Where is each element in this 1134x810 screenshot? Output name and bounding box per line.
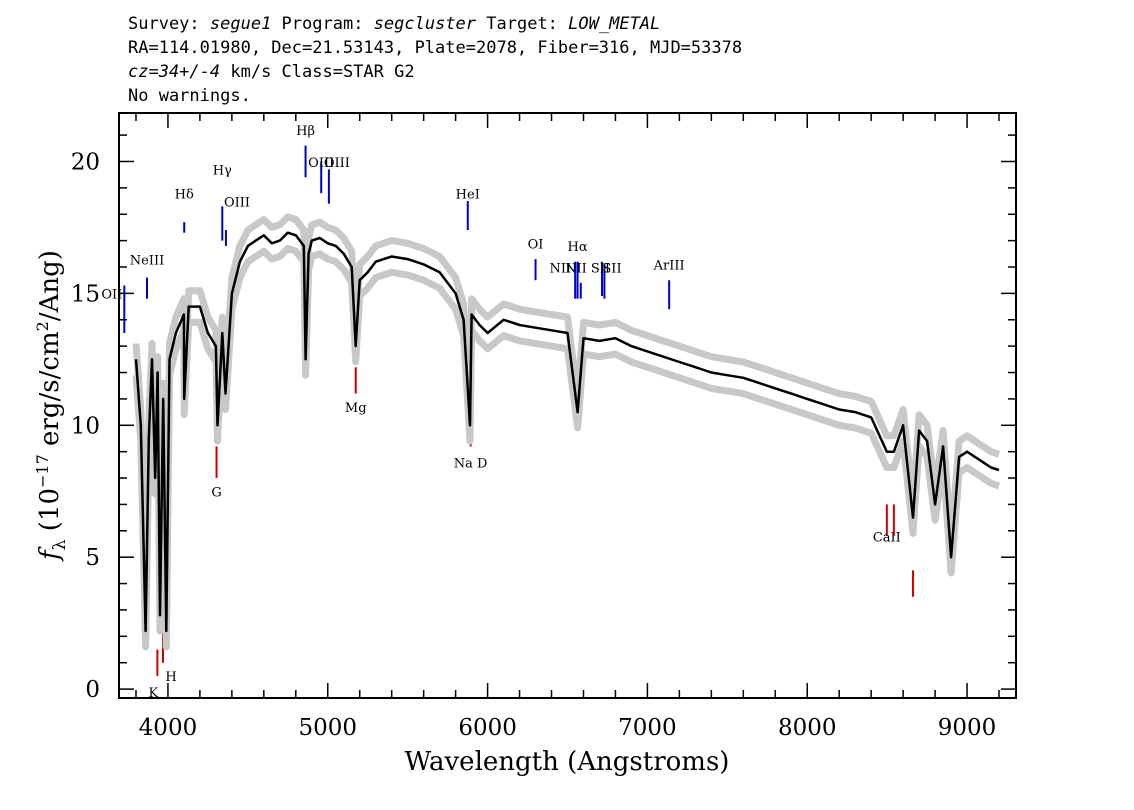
x-tick-label: 8000 <box>778 715 837 741</box>
emission-line-label: OIII <box>308 156 334 171</box>
x-tick-label: 7000 <box>618 715 677 741</box>
emission-line-label: Hγ <box>213 164 232 179</box>
header-line-warnings: No warnings. <box>128 86 251 106</box>
x-tick-label: 5000 <box>298 715 357 741</box>
program-label: Program: <box>271 14 374 34</box>
y-axis-title-lambda: λ <box>50 539 70 550</box>
emission-line-label: OII <box>101 288 122 303</box>
y-tick-label: 5 <box>85 545 100 571</box>
absorption-line-label: G <box>211 486 221 501</box>
emission-line-label: ArIII <box>653 259 685 274</box>
emission-line-label: HeI <box>456 187 480 202</box>
survey-label: Survey: <box>128 14 210 34</box>
y-tick-label: 0 <box>85 677 100 703</box>
absorption-line-label: H <box>165 670 176 685</box>
x-tick-label: 4000 <box>139 715 198 741</box>
absorption-line-label: Na D <box>454 456 488 471</box>
header-line-survey: Survey: segue1 Program: segcluster Targe… <box>128 12 1028 36</box>
flux-layer <box>134 231 1000 633</box>
emission-line-label: OIII <box>224 195 250 210</box>
header-line-coordinates: RA=114.01980, Dec=21.53143, Plate=2078, … <box>128 38 743 58</box>
y-axis-title-unit: (10 <box>35 488 65 540</box>
survey-value: segue1 <box>209 14 272 34</box>
plot-frame <box>118 112 1017 699</box>
header-line-redshift: cz=34+/-4 km/s Class=STAR G2 <box>128 60 1028 84</box>
emission-line-label: NeIII <box>130 253 164 268</box>
x-axis-title: Wavelength (Angstroms) <box>405 747 730 777</box>
emission-line-label: OIII <box>324 156 350 171</box>
error-band-upper <box>132 213 1001 619</box>
y-axis-title-square: 2 <box>33 321 52 331</box>
emission-line-label: Hβ <box>296 124 315 139</box>
y-tick-label: 15 <box>71 281 100 307</box>
class-text: km/s Class=STAR G2 <box>220 62 415 82</box>
absorption-line-label: Mg <box>345 401 367 416</box>
target-label: Target: <box>476 14 569 34</box>
emission-line-label: OI <box>528 238 544 253</box>
target-value: LOW_METAL <box>568 14 661 34</box>
y-axis-title-flux-unit: erg/s/cm <box>35 331 65 454</box>
y-tick-label: 20 <box>71 149 100 175</box>
emission-line-label: Hα <box>568 240 588 255</box>
y-tick-label: 10 <box>71 413 100 439</box>
absorption-line-label: K <box>149 686 159 701</box>
emission-line-label: NII <box>565 261 587 276</box>
spectrum-header: Survey: segue1 Program: segcluster Targe… <box>128 12 1028 108</box>
y-axis-title-per-ang: /Ang) <box>35 250 65 321</box>
emission-line-label: Hδ <box>175 187 194 202</box>
x-tick-label: 6000 <box>458 715 517 741</box>
y-axis-title: fλ (10−17 erg/s/cm2/Ang) <box>33 250 70 562</box>
y-axis-title-exponent: −17 <box>33 454 52 488</box>
error-band-layer <box>132 213 1001 651</box>
absorption-line-label: CaII <box>873 530 901 545</box>
error-band-lower <box>132 245 1001 651</box>
tick-layer: 4000 5000 6000 7000 8000 9000 0 5 10 15 20 <box>71 114 1015 741</box>
emission-line-label: NII <box>550 261 572 276</box>
emission-line-label: SII <box>602 261 621 276</box>
redshift-value: cz=34+/-4 <box>128 62 221 82</box>
program-value: segcluster <box>373 14 477 34</box>
flux-series-line <box>134 231 1000 633</box>
x-tick-label: 9000 <box>938 715 997 741</box>
